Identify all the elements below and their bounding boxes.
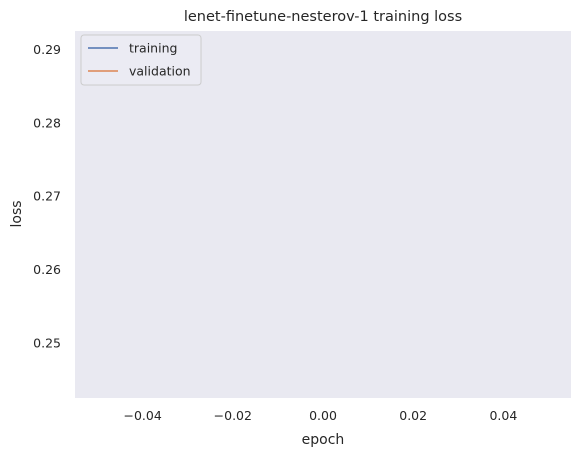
chart-title: lenet-finetune-nesterov-1 training loss <box>184 9 462 25</box>
y-axis-ticks: 0.25 0.26 0.27 0.28 0.29 <box>33 42 61 351</box>
x-axis-ticks: −0.04 −0.02 0.00 0.02 0.04 <box>123 408 517 423</box>
x-tick-label: 0.02 <box>399 408 427 423</box>
legend-label-validation: validation <box>129 64 191 79</box>
x-tick-label: 0.04 <box>489 408 517 423</box>
x-tick-label: −0.02 <box>214 408 252 423</box>
x-tick-label: 0.00 <box>309 408 337 423</box>
legend: training validation <box>80 34 202 86</box>
y-tick-label: 0.28 <box>33 115 61 130</box>
x-axis-label: epoch <box>302 432 345 448</box>
y-tick-label: 0.26 <box>33 262 61 277</box>
y-tick-label: 0.25 <box>33 335 61 350</box>
x-tick-label: −0.04 <box>123 408 161 423</box>
y-tick-label: 0.27 <box>33 189 61 204</box>
legend-label-training: training <box>129 41 177 56</box>
y-axis-label: loss <box>9 200 25 227</box>
plot-area <box>75 31 571 398</box>
y-tick-label: 0.29 <box>33 42 61 57</box>
